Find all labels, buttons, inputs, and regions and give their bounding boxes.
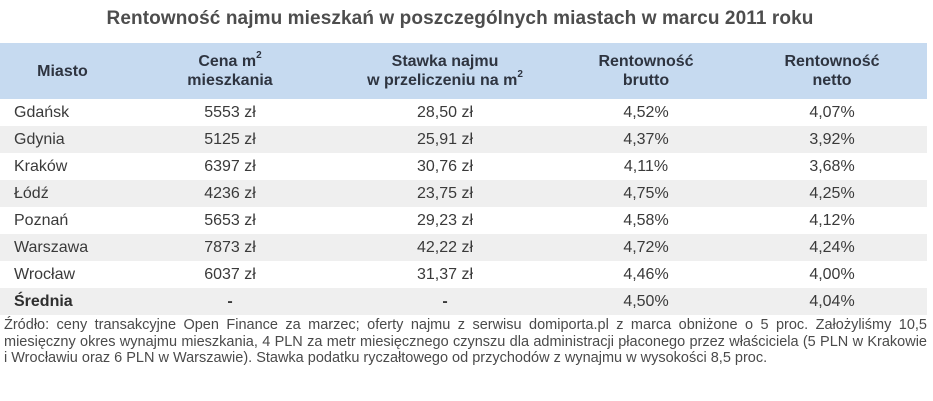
table-row: Gdańsk 5553 zł 28,50 zł 4,52% 4,07%: [0, 99, 927, 126]
city-cell: Gdynia: [14, 130, 65, 148]
city-cell: Gdańsk: [14, 103, 70, 121]
header-city: Miasto: [37, 62, 88, 80]
rent-cell: 30,76 zł: [416, 157, 474, 175]
price-cell: 7873 zł: [204, 238, 256, 256]
average-row: Średnia - - 4,50% 4,04%: [0, 288, 927, 315]
price-cell: 4236 zł: [204, 184, 256, 202]
header-price-per-m2: Cena m2 mieszkania: [187, 49, 273, 89]
table-row: Kraków 6397 zł 30,76 zł 4,11% 3,68%: [0, 153, 927, 180]
price-cell: 5653 zł: [204, 211, 256, 229]
average-rent-cell: -: [442, 292, 448, 310]
price-cell: 5125 zł: [204, 130, 256, 148]
table-header-row: Miasto Cena m2 mieszkania Stawka najmu w…: [0, 43, 927, 99]
average-gross-yield-cell: 4,50%: [623, 292, 669, 310]
net-yield-cell: 3,92%: [809, 130, 855, 148]
table-row: Gdynia 5125 zł 25,91 zł 4,37% 3,92%: [0, 126, 927, 153]
gross-yield-cell: 4,75%: [623, 184, 669, 202]
header-gross-yield: Rentowność brutto: [598, 53, 694, 89]
header-net-yield: Rentowność netto: [784, 53, 880, 89]
net-yield-cell: 4,25%: [809, 184, 855, 202]
average-net-yield-cell: 4,04%: [809, 292, 855, 310]
average-price-cell: -: [227, 292, 233, 310]
city-cell: Warszawa: [14, 238, 89, 256]
table-row: Warszawa 7873 zł 42,22 zł 4,72% 4,24%: [0, 234, 927, 261]
table-row: Łódź 4236 zł 23,75 zł 4,75% 4,25%: [0, 180, 927, 207]
net-yield-cell: 3,68%: [809, 157, 855, 175]
header-rent-per-m2: Stawka najmu w przeliczeniu na m2: [367, 53, 523, 89]
city-cell: Łódź: [14, 184, 49, 202]
price-cell: 5553 zł: [204, 103, 256, 121]
gross-yield-cell: 4,52%: [623, 103, 669, 121]
price-cell: 6397 zł: [204, 157, 256, 175]
average-label: Średnia: [14, 292, 73, 310]
table-row: Wrocław 6037 zł 31,37 zł 4,46% 4,00%: [0, 261, 927, 288]
gross-yield-cell: 4,72%: [623, 238, 669, 256]
rent-cell: 23,75 zł: [416, 184, 474, 202]
source-footnote: Źródło: ceny transakcyjne Open Finance z…: [4, 317, 927, 366]
net-yield-cell: 4,12%: [809, 211, 855, 229]
gross-yield-cell: 4,11%: [623, 157, 669, 175]
net-yield-cell: 4,07%: [809, 103, 855, 121]
rent-cell: 42,22 zł: [416, 238, 474, 256]
table-title: Rentowność najmu mieszkań w poszczególny…: [106, 8, 814, 29]
gross-yield-cell: 4,37%: [623, 130, 669, 148]
city-cell: Poznań: [14, 211, 69, 229]
price-cell: 6037 zł: [204, 265, 256, 283]
table-row: Poznań 5653 zł 29,23 zł 4,58% 4,12%: [0, 207, 927, 234]
rent-cell: 25,91 zł: [416, 130, 474, 148]
city-cell: Wrocław: [14, 265, 76, 283]
rental-yield-table: Miasto Cena m2 mieszkania Stawka najmu w…: [0, 43, 927, 315]
net-yield-cell: 4,24%: [809, 238, 855, 256]
gross-yield-cell: 4,58%: [623, 211, 669, 229]
city-cell: Kraków: [14, 157, 68, 175]
rent-cell: 29,23 zł: [416, 211, 474, 229]
rent-cell: 31,37 zł: [416, 265, 474, 283]
rent-cell: 28,50 zł: [416, 103, 474, 121]
gross-yield-cell: 4,46%: [623, 265, 669, 283]
net-yield-cell: 4,00%: [809, 265, 855, 283]
